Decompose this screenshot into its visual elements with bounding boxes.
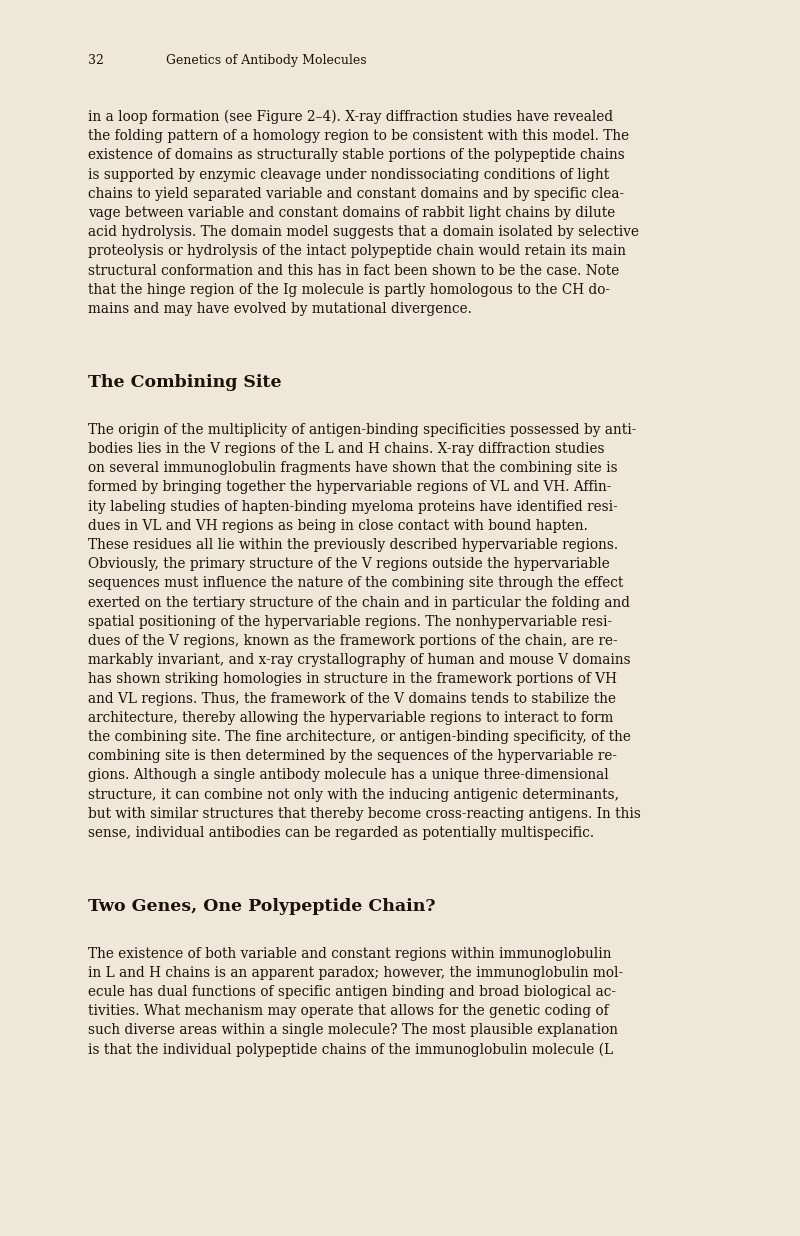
Text: is that the individual polypeptide chains of the immunoglobulin molecule (L: is that the individual polypeptide chain… xyxy=(88,1042,613,1057)
Text: mains and may have evolved by mutational divergence.: mains and may have evolved by mutational… xyxy=(88,302,472,316)
Text: ecule has dual functions of specific antigen binding and broad biological ac-: ecule has dual functions of specific ant… xyxy=(88,985,616,999)
Text: markably invariant, and x-ray crystallography of human and mouse V domains: markably invariant, and x-ray crystallog… xyxy=(88,653,630,667)
Text: is supported by enzymic cleavage under nondissociating conditions of light: is supported by enzymic cleavage under n… xyxy=(88,168,610,182)
Text: has shown striking homologies in structure in the framework portions of VH: has shown striking homologies in structu… xyxy=(88,672,617,686)
Text: vage between variable and constant domains of rabbit light chains by dilute: vage between variable and constant domai… xyxy=(88,206,615,220)
Text: gions. Although a single antibody molecule has a unique three-dimensional: gions. Although a single antibody molecu… xyxy=(88,769,609,782)
Text: The origin of the multiplicity of antigen-binding specificities possessed by ant: The origin of the multiplicity of antige… xyxy=(88,423,636,436)
Text: ity labeling studies of hapten-binding myeloma proteins have identified resi-: ity labeling studies of hapten-binding m… xyxy=(88,499,618,513)
Text: structure, it can combine not only with the inducing antigenic determinants,: structure, it can combine not only with … xyxy=(88,787,619,801)
Text: that the hinge region of the Ig molecule is partly homologous to the CH do-: that the hinge region of the Ig molecule… xyxy=(88,283,610,297)
Text: The existence of both variable and constant regions within immunoglobulin: The existence of both variable and const… xyxy=(88,947,611,960)
Text: bodies lies in the V regions of the L and H chains. X-ray diffraction studies: bodies lies in the V regions of the L an… xyxy=(88,442,605,456)
Text: acid hydrolysis. The domain model suggests that a domain isolated by selective: acid hydrolysis. The domain model sugges… xyxy=(88,225,639,240)
Text: in L and H chains is an apparent paradox; however, the immunoglobulin mol-: in L and H chains is an apparent paradox… xyxy=(88,965,623,980)
Text: sequences must influence the nature of the combining site through the effect: sequences must influence the nature of t… xyxy=(88,576,623,591)
Text: Genetics of Antibody Molecules: Genetics of Antibody Molecules xyxy=(166,54,366,67)
Text: structural conformation and this has in fact been shown to be the case. Note: structural conformation and this has in … xyxy=(88,263,619,278)
Text: The Combining Site: The Combining Site xyxy=(88,373,282,391)
Text: dues in VL and VH regions as being in close contact with bound hapten.: dues in VL and VH regions as being in cl… xyxy=(88,519,588,533)
Text: tivities. What mechanism may operate that allows for the genetic coding of: tivities. What mechanism may operate tha… xyxy=(88,1004,609,1018)
Text: These residues all lie within the previously described hypervariable regions.: These residues all lie within the previo… xyxy=(88,538,618,552)
Text: and VL regions. Thus, the framework of the V domains tends to stabilize the: and VL regions. Thus, the framework of t… xyxy=(88,691,616,706)
Text: chains to yield separated variable and constant domains and by specific clea-: chains to yield separated variable and c… xyxy=(88,187,624,200)
Text: on several immunoglobulin fragments have shown that the combining site is: on several immunoglobulin fragments have… xyxy=(88,461,618,475)
Text: 32: 32 xyxy=(88,54,104,67)
Text: the folding pattern of a homology region to be consistent with this model. The: the folding pattern of a homology region… xyxy=(88,130,629,143)
Text: the combining site. The fine architecture, or antigen-binding specificity, of th: the combining site. The fine architectur… xyxy=(88,730,631,744)
Text: spatial positioning of the hypervariable regions. The nonhypervariable resi-: spatial positioning of the hypervariable… xyxy=(88,614,612,629)
Text: exerted on the tertiary structure of the chain and in particular the folding and: exerted on the tertiary structure of the… xyxy=(88,596,630,609)
Text: proteolysis or hydrolysis of the intact polypeptide chain would retain its main: proteolysis or hydrolysis of the intact … xyxy=(88,245,626,258)
Text: sense, individual antibodies can be regarded as potentially multispecific.: sense, individual antibodies can be rega… xyxy=(88,826,594,840)
Text: Two Genes, One Polypeptide Chain?: Two Genes, One Polypeptide Chain? xyxy=(88,897,435,915)
Text: Obviously, the primary structure of the V regions outside the hypervariable: Obviously, the primary structure of the … xyxy=(88,557,610,571)
Text: but with similar structures that thereby become cross-reacting antigens. In this: but with similar structures that thereby… xyxy=(88,807,641,821)
Text: combining site is then determined by the sequences of the hypervariable re-: combining site is then determined by the… xyxy=(88,749,617,763)
Text: such diverse areas within a single molecule? The most plausible explanation: such diverse areas within a single molec… xyxy=(88,1023,618,1037)
Text: in a loop formation (see Figure 2–4). X-ray diffraction studies have revealed: in a loop formation (see Figure 2–4). X-… xyxy=(88,110,613,124)
Text: architecture, thereby allowing the hypervariable regions to interact to form: architecture, thereby allowing the hyper… xyxy=(88,711,614,724)
Text: formed by bringing together the hypervariable regions of VL and VH. Affin-: formed by bringing together the hypervar… xyxy=(88,481,611,494)
Text: existence of domains as structurally stable portions of the polypeptide chains: existence of domains as structurally sta… xyxy=(88,148,625,162)
Text: dues of the V regions, known as the framework portions of the chain, are re-: dues of the V regions, known as the fram… xyxy=(88,634,618,648)
